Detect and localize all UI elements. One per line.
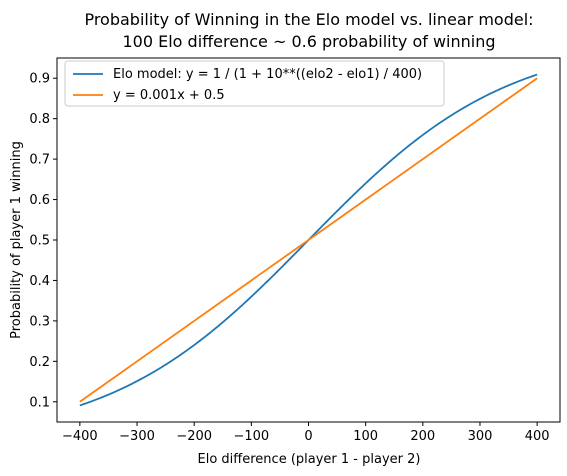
plot-frame <box>56 57 561 423</box>
x-tick-label: −300 <box>119 429 155 444</box>
x-tick-label: 400 <box>525 429 550 444</box>
x-tick-label: 0 <box>304 429 312 444</box>
x-tick-label: −400 <box>62 429 98 444</box>
x-tick-label: −100 <box>233 429 269 444</box>
x-tick-label: −200 <box>176 429 212 444</box>
y-tick-label: 0.1 <box>29 395 50 410</box>
series-linear-line <box>79 77 538 403</box>
chart-subtitle: 100 Elo difference ~ 0.6 probability of … <box>123 32 496 51</box>
legend-label-linear: y = 0.001x + 0.5 <box>113 88 225 103</box>
x-tick-label: 300 <box>468 429 493 444</box>
x-tick-label: 100 <box>353 429 378 444</box>
axis-ticks: −400 −300 −200 −100 0 100 200 300 400 0.1 0.2 0.3 0.… <box>29 72 549 444</box>
y-tick-label: 0.6 <box>29 193 50 208</box>
y-tick-label: 0.2 <box>29 355 50 370</box>
y-axis-label: Probability of player 1 winning <box>9 141 24 339</box>
chart-title: Probability of Winning in the Elo model … <box>84 10 533 29</box>
legend-label-elo: Elo model: y = 1 / (1 + 10**((elo2 - elo… <box>113 67 422 82</box>
y-tick-label: 0.5 <box>29 234 50 249</box>
y-tick-label: 0.8 <box>29 112 50 127</box>
plot-lines <box>79 73 538 407</box>
x-axis-label: Elo difference (player 1 - player 2) <box>198 452 421 467</box>
y-tick-label: 0.4 <box>29 274 50 289</box>
legend-box <box>64 60 445 107</box>
x-tick-label: 200 <box>410 429 435 444</box>
y-tick-label: 0.9 <box>29 72 50 87</box>
y-tick-label: 0.3 <box>29 314 50 329</box>
legend: Elo model: y = 1 / (1 + 10**((elo2 - elo… <box>64 60 445 107</box>
y-tick-label: 0.7 <box>29 153 50 168</box>
